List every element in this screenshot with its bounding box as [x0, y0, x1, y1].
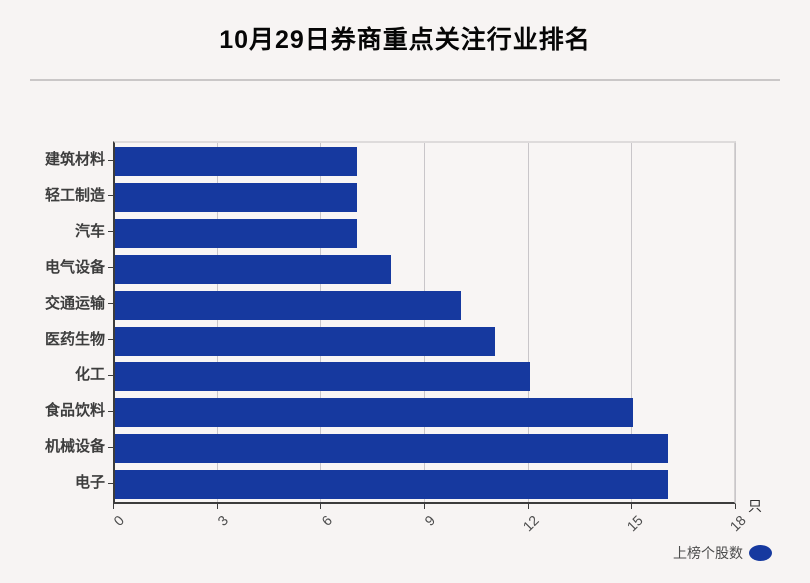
gridline-x-12 — [527, 143, 529, 502]
bar-电子 — [115, 470, 668, 500]
gridline-x-6 — [320, 143, 322, 502]
bar-食品饮料 — [115, 398, 634, 428]
bar-轻工制造 — [115, 182, 357, 212]
page-title: 10月29日券商重点关注行业排名 — [219, 26, 591, 54]
x-tick-label: 3 — [214, 512, 231, 529]
y-tick-mark — [108, 446, 113, 448]
y-tick-mark — [108, 410, 113, 412]
x-tick-mark — [216, 504, 218, 509]
y-tick-mark — [108, 231, 113, 233]
y-axis-label: 医药生物 — [44, 330, 105, 348]
y-axis-label: 交通运输 — [44, 294, 105, 312]
x-tick-mark — [113, 504, 114, 509]
x-tick-label: 12 — [519, 512, 542, 535]
x-tick-label: 15 — [623, 512, 646, 535]
y-tick-mark — [108, 159, 113, 161]
x-tick-label: 9 — [421, 512, 439, 529]
y-axis-label: 化工 — [74, 366, 105, 384]
x-tick-mark — [735, 504, 736, 509]
x-tick-mark — [320, 504, 322, 509]
y-tick-mark — [108, 482, 113, 484]
x-tick-mark — [424, 504, 425, 509]
x-tick-label: 6 — [317, 512, 335, 529]
y-tick-mark — [108, 339, 113, 340]
legend-marker-ellipse-icon — [749, 545, 772, 561]
bar-建筑材料 — [115, 147, 357, 176]
x-tick-mark — [527, 504, 529, 509]
bar-汽车 — [115, 218, 357, 248]
title-divider — [30, 79, 780, 81]
axis-unit-label: 只 — [748, 498, 762, 514]
gridline-x-3 — [216, 143, 218, 502]
x-tick-mark — [631, 504, 633, 509]
y-tick-mark — [108, 374, 113, 376]
gridline-x-15 — [631, 143, 633, 502]
y-axis-label: 建筑材料 — [44, 151, 105, 168]
y-axis-label: 食品饮料 — [44, 402, 105, 420]
y-tick-mark — [108, 267, 113, 269]
bar-机械设备 — [115, 434, 668, 464]
y-axis-label: 电气设备 — [44, 258, 105, 276]
bar-交通运输 — [115, 290, 461, 320]
x-tick-label: 0 — [110, 512, 128, 529]
y-axis-label: 机械设备 — [44, 438, 105, 456]
y-axis-label: 电子 — [74, 474, 105, 492]
y-tick-mark — [108, 303, 113, 305]
x-tick-label: 18 — [726, 512, 750, 535]
gridline-x-9 — [424, 143, 425, 502]
y-axis-label: 轻工制造 — [44, 186, 105, 204]
y-tick-mark — [108, 195, 113, 197]
bar-医药生物 — [115, 326, 496, 356]
y-axis-label: 汽车 — [74, 222, 105, 240]
bar-化工 — [115, 362, 530, 392]
gridline-x-18 — [735, 143, 736, 502]
bar-电气设备 — [115, 254, 392, 284]
bar-chart-plot-area — [113, 141, 736, 504]
legend-label: 上榜个股数 — [673, 545, 743, 561]
legend: 上榜个股数 — [673, 543, 772, 563]
